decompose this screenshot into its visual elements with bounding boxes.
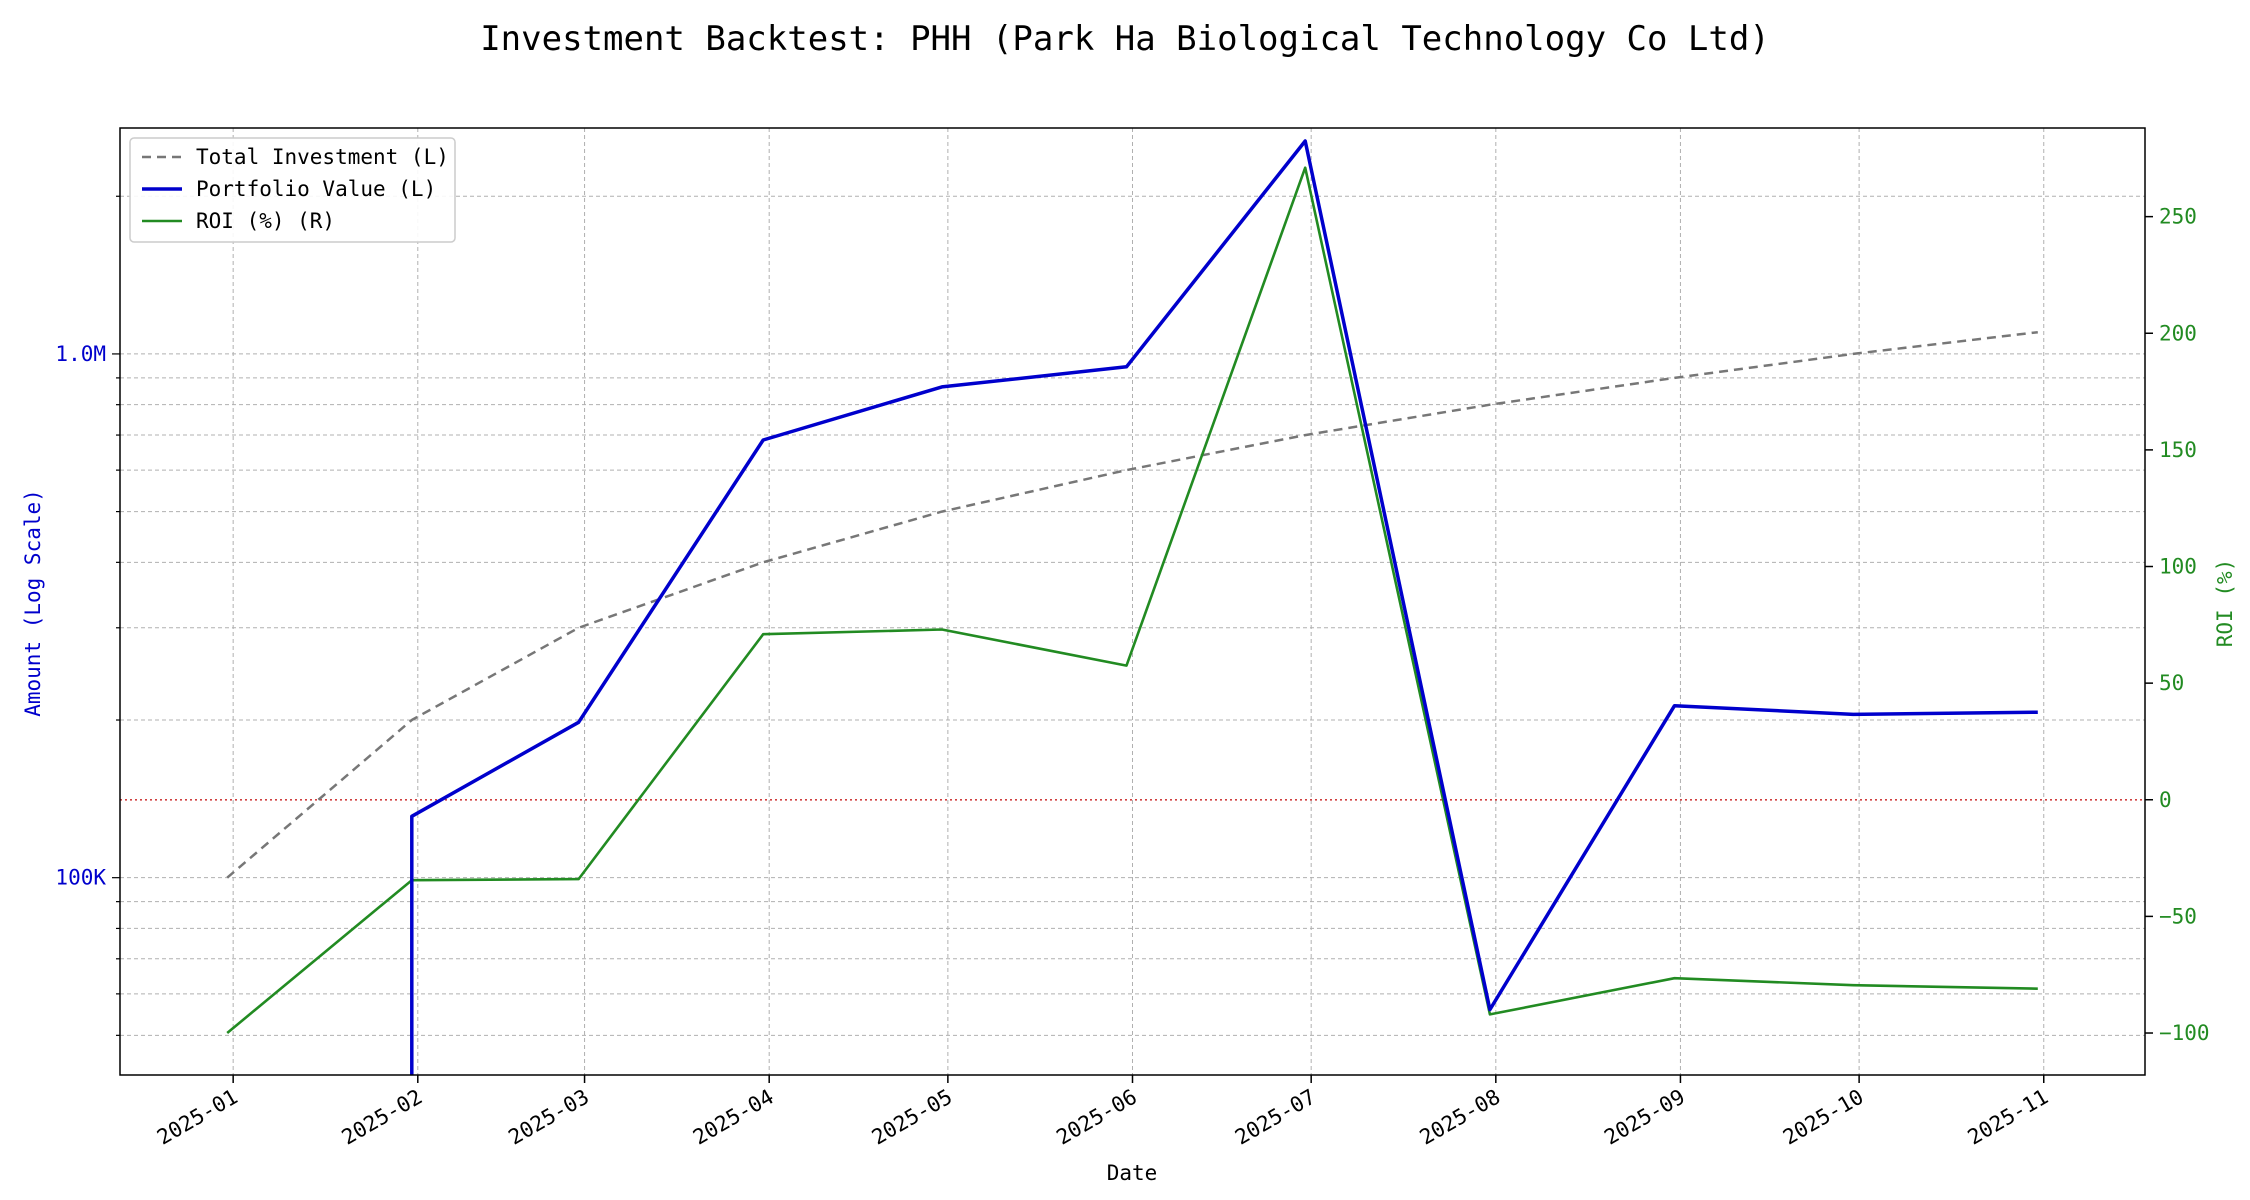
right-axis-label: ROI (%) — [2213, 559, 2237, 648]
right-tick-label: 150 — [2159, 438, 2197, 462]
legend-label: ROI (%) (R) — [196, 209, 335, 233]
legend-label: Portfolio Value (L) — [196, 177, 436, 201]
legend-label: Total Investment (L) — [196, 145, 449, 169]
x-tick-label: 2025-08 — [1416, 1085, 1505, 1150]
x-tick-label: 2025-03 — [504, 1085, 593, 1150]
left-tick-label: 1.0M — [55, 342, 106, 366]
chart-title: Investment Backtest: PHH (Park Ha Biolog… — [480, 19, 1770, 59]
left-tick-label: 100K — [55, 866, 106, 890]
x-tick-label: 2025-04 — [689, 1085, 778, 1150]
x-tick-label: 2025-10 — [1779, 1085, 1868, 1150]
legend-box — [129, 137, 456, 243]
right-tick-label: 0 — [2159, 788, 2172, 812]
series-lines — [226, 139, 2038, 1075]
series-line-2 — [226, 166, 2038, 1035]
right-tick-label: 250 — [2159, 205, 2197, 229]
x-tick-label: 2025-05 — [868, 1085, 957, 1150]
left-y-axis: 100K 1.0M — [55, 195, 120, 1036]
x-tick-label: 2025-11 — [1964, 1085, 2053, 1150]
x-tick-label: 2025-06 — [1052, 1085, 1141, 1150]
series-line-0 — [226, 330, 2038, 879]
x-tick-label: 2025-09 — [1600, 1085, 1689, 1150]
grid-lines — [120, 128, 2145, 1075]
x-tick-label: 2025-07 — [1231, 1085, 1320, 1150]
right-tick-label: 200 — [2159, 321, 2197, 345]
series-line-1 — [410, 139, 2038, 1075]
x-tick-label: 2025-01 — [153, 1085, 242, 1150]
left-axis-label: Amount (Log Scale) — [21, 489, 45, 717]
x-axis-label: Date — [1107, 1161, 1158, 1185]
x-tick-label: 2025-02 — [338, 1085, 427, 1150]
right-tick-label: −100 — [2159, 1021, 2210, 1045]
right-tick-label: 100 — [2159, 555, 2197, 579]
right-tick-label: 50 — [2159, 671, 2184, 695]
right-tick-label: −50 — [2159, 904, 2197, 928]
legend: Total Investment (L) Portfolio Value (L) R… — [129, 137, 456, 243]
x-axis: 2025-01 2025-02 2025-03 2025-04 2025-05 2025-… — [153, 1075, 2052, 1150]
right-y-axis: −100 −50 0 50 100 150 200 250 — [2145, 205, 2210, 1045]
